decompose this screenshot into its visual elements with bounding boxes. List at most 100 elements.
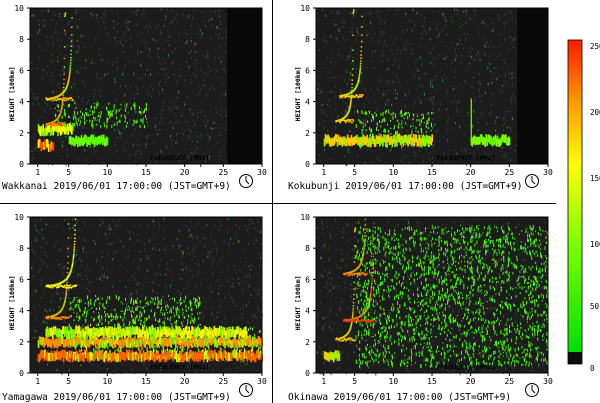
echo-scatter xyxy=(412,125,414,127)
noise-pixel xyxy=(189,154,191,157)
noise-pixel xyxy=(113,26,115,29)
noise-pixel xyxy=(324,119,326,122)
noise-pixel xyxy=(57,60,59,63)
echo-trace-cusp xyxy=(52,286,54,289)
echo-trace-band xyxy=(168,337,171,346)
noise-pixel xyxy=(458,82,460,84)
noise-pixel xyxy=(165,15,167,18)
noise-pixel xyxy=(126,307,128,310)
echo-trace-band xyxy=(81,329,84,338)
echo-trace-band xyxy=(80,339,82,348)
echo-scatter xyxy=(395,115,397,119)
noise-pixel xyxy=(31,279,33,281)
echo-scatter xyxy=(421,114,423,116)
echo-trace-band xyxy=(76,351,79,360)
noise-pixel xyxy=(451,61,453,64)
noise-pixel xyxy=(199,323,201,326)
echo-trace-band xyxy=(113,339,116,348)
noise-pixel xyxy=(369,12,371,16)
no-data-region xyxy=(227,8,262,164)
echo-scatter xyxy=(135,121,137,124)
echo-trace-band xyxy=(61,336,64,344)
noise-pixel xyxy=(88,99,90,102)
noise-pixel xyxy=(363,22,365,25)
echo-scatter xyxy=(401,109,402,114)
noise-pixel xyxy=(123,106,125,108)
echo-trace-band xyxy=(163,354,166,363)
echo-trace-cusp xyxy=(47,284,50,286)
noise-pixel xyxy=(467,15,469,18)
echo-trace-band xyxy=(383,134,385,143)
echo-trace-band xyxy=(213,325,215,334)
echo-trace-band xyxy=(194,329,197,337)
echo-trace-band xyxy=(155,351,158,359)
echo-trace-band xyxy=(183,353,185,362)
noise-pixel xyxy=(420,119,422,121)
noise-pixel xyxy=(210,255,212,257)
noise-pixel xyxy=(125,39,127,42)
echo-trace-cusp xyxy=(64,284,66,287)
noise-pixel xyxy=(67,250,69,254)
noise-pixel xyxy=(172,244,174,247)
noise-pixel xyxy=(199,315,201,317)
noise-pixel xyxy=(503,58,505,61)
echo-scatter xyxy=(426,136,428,140)
noise-pixel xyxy=(35,336,37,340)
echo-trace-band xyxy=(140,330,142,338)
noise-pixel xyxy=(474,96,476,99)
x-tick-label: 20 xyxy=(466,168,476,177)
noise-pixel xyxy=(331,58,333,60)
noise-pixel xyxy=(510,10,512,14)
echo-trace-band xyxy=(222,352,224,361)
echo-trace-cusp xyxy=(74,237,76,239)
noise-pixel xyxy=(354,111,356,115)
noise-pixel xyxy=(173,312,175,315)
noise-pixel xyxy=(504,62,506,64)
noise-pixel xyxy=(474,13,476,17)
noise-pixel xyxy=(36,67,38,70)
noise-pixel xyxy=(84,110,86,113)
echo-trace-band xyxy=(154,329,156,337)
echo-trace-band xyxy=(155,330,157,339)
noise-pixel xyxy=(451,16,453,18)
noise-pixel xyxy=(201,133,202,137)
echo-scatter xyxy=(142,117,144,122)
noise-pixel xyxy=(44,327,46,330)
echo-scatter xyxy=(125,106,127,109)
echo-trace-cusp xyxy=(352,94,354,97)
echo-trace-cusp xyxy=(339,95,342,98)
noise-pixel xyxy=(34,329,35,333)
noise-pixel xyxy=(511,159,513,161)
echo-trace-band xyxy=(38,354,41,362)
noise-pixel xyxy=(350,48,351,51)
noise-pixel xyxy=(511,42,513,44)
noise-pixel xyxy=(393,79,394,83)
noise-pixel xyxy=(163,25,165,28)
echo-trace-band xyxy=(118,340,121,348)
noise-pixel xyxy=(425,47,427,49)
noise-pixel xyxy=(207,134,209,136)
noise-pixel xyxy=(337,115,339,117)
echo-trace-band xyxy=(144,337,147,345)
noise-pixel xyxy=(187,134,189,138)
echo-trace-cusp xyxy=(354,95,357,97)
noise-pixel xyxy=(33,92,34,96)
echo-trace-cusp xyxy=(64,97,67,99)
noise-pixel xyxy=(510,129,512,133)
echo-trace-cusp xyxy=(71,26,73,28)
noise-pixel xyxy=(449,20,451,22)
echo-trace-band xyxy=(112,330,114,339)
noise-pixel xyxy=(335,107,337,111)
echo-trace-band xyxy=(129,330,132,339)
echo-trace-band xyxy=(82,352,84,361)
noise-pixel xyxy=(324,148,326,152)
noise-pixel xyxy=(241,218,243,220)
echo-trace-band xyxy=(498,139,501,147)
echo-scatter xyxy=(431,123,432,128)
noise-pixel xyxy=(207,327,209,329)
noise-pixel xyxy=(341,55,343,58)
echo-scatter xyxy=(118,120,120,123)
echo-scatter xyxy=(197,296,199,298)
echo-trace-band xyxy=(345,138,347,147)
echo-trace-cusp xyxy=(51,284,53,286)
